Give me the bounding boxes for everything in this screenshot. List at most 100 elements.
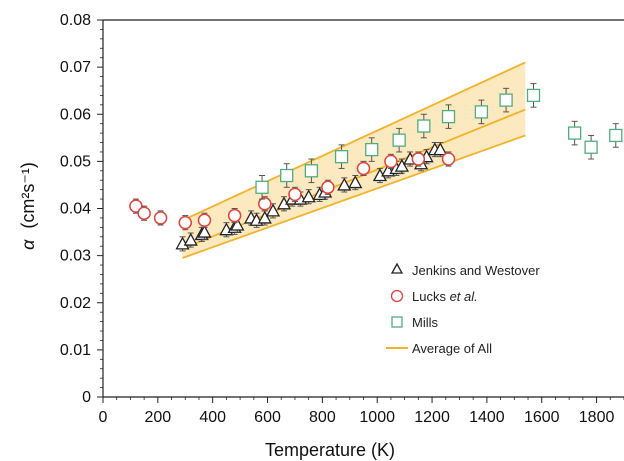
legend-label-lucks-etal: et al. [450, 289, 478, 304]
circle-marker [411, 152, 426, 166]
data-point-jenkins [183, 232, 198, 248]
data-point-lucks [321, 179, 335, 195]
legend-item-average: Average of All [386, 341, 492, 356]
x-tick-label: 200 [144, 409, 171, 426]
x-tick-label: 1800 [579, 409, 615, 426]
triangle-marker [394, 158, 409, 172]
legend-item-lucks: Lucks et al. [390, 289, 478, 304]
x-tick-label: 800 [309, 409, 336, 426]
data-point-lucks [137, 205, 151, 221]
data-point-mills [255, 175, 269, 200]
data-point-mills [526, 83, 541, 108]
legend-circle-icon [390, 289, 404, 303]
x-tick-label: 0 [99, 409, 108, 426]
circle-marker [356, 161, 371, 176]
data-point-lucks [288, 186, 302, 202]
data-point-mills [567, 120, 582, 146]
legend-label-lucks: Lucks et al. [412, 289, 478, 304]
data-point-mills [417, 113, 431, 139]
square-marker [609, 128, 623, 143]
y-tick-label: 0 [82, 389, 91, 406]
data-point-jenkins [175, 236, 190, 252]
triangle-marker [433, 142, 448, 156]
data-point-mills [392, 127, 406, 153]
square-marker [334, 150, 349, 164]
circle-marker [178, 215, 193, 230]
legend-triangle-icon [390, 262, 404, 274]
square-marker [304, 164, 319, 178]
data-point-lucks [384, 153, 398, 169]
data-point-mills [584, 134, 598, 160]
y-tick-label: 0.01 [60, 342, 91, 359]
y-axis-symbol: α [18, 239, 38, 250]
y-tick-label: 0.07 [60, 59, 91, 76]
data-point-mills [304, 158, 319, 184]
y-tick-label: 0.06 [60, 106, 91, 123]
data-point-lucks [178, 215, 193, 231]
x-tick-label: 1200 [414, 409, 450, 426]
triangle-marker [230, 217, 245, 231]
y-tick-label: 0.08 [60, 12, 91, 29]
data-point-jenkins [230, 217, 245, 233]
circle-marker [137, 206, 151, 220]
data-point-jenkins [394, 158, 409, 174]
y-axis-units: (cm²s⁻¹) [18, 162, 38, 228]
data-point-jenkins [348, 175, 363, 191]
data-point-jenkins [337, 177, 352, 193]
triangle-marker [257, 210, 272, 224]
data-point-mills [609, 123, 623, 148]
legend-item-jenkins: Jenkins and Westover [390, 262, 540, 278]
x-tick-label: 1400 [469, 409, 505, 426]
data-point-mills [441, 104, 456, 129]
x-tick-label: 1600 [524, 409, 560, 426]
legend: Jenkins and Westover Lucks et al. Mills … [386, 262, 540, 356]
square-marker [584, 140, 598, 154]
square-marker [417, 119, 431, 133]
circle-marker [227, 208, 242, 223]
circle-marker [441, 152, 456, 166]
axes [97, 19, 624, 403]
legend-label-mills: Mills [412, 315, 438, 330]
square-marker [255, 180, 269, 194]
square-marker [365, 142, 379, 157]
circle-marker [197, 213, 212, 228]
data-point-mills [499, 87, 513, 113]
legend-label-average: Average of All [412, 341, 492, 356]
x-axis-title: Temperature (K) [265, 440, 395, 460]
legend-label-jenkins: Jenkins and Westover [412, 263, 540, 278]
circle-marker [321, 180, 335, 195]
tick-labels: 0 200 400 600 800 1000 1200 1400 1600 1800 0 0.01 0.… [60, 12, 615, 426]
data-point-lucks [356, 160, 371, 177]
data-point-lucks [411, 151, 426, 167]
series-lucks [129, 151, 456, 231]
triangle-marker [337, 177, 352, 191]
data-point-lucks [197, 212, 212, 228]
y-tick-label: 0.05 [60, 153, 91, 170]
legend-square-icon [391, 316, 403, 328]
square-marker [567, 126, 582, 140]
data-point-mills [365, 137, 379, 162]
triangle-marker [301, 189, 316, 203]
x-tick-label: 400 [199, 409, 226, 426]
data-point-lucks [441, 151, 456, 167]
square-marker [526, 88, 541, 103]
x-tick-label: 1000 [359, 409, 395, 426]
square-marker [280, 168, 294, 183]
triangle-marker [265, 203, 281, 217]
triangle-marker [183, 232, 198, 246]
data-point-lucks [227, 208, 242, 224]
square-marker [474, 105, 489, 119]
y-tick-label: 0.03 [60, 248, 91, 265]
legend-label-lucks-name: Lucks [412, 289, 450, 304]
square-marker [392, 133, 406, 147]
legend-item-mills: Mills [391, 315, 438, 330]
square-marker [499, 93, 513, 107]
triangle-marker [348, 175, 363, 189]
circle-marker [288, 187, 302, 202]
y-axis-title: α (cm²s⁻¹) [18, 162, 38, 250]
data-point-jenkins [265, 203, 281, 219]
square-marker [441, 109, 456, 124]
x-tick-label: 600 [254, 409, 281, 426]
data-points-layer [129, 83, 623, 252]
